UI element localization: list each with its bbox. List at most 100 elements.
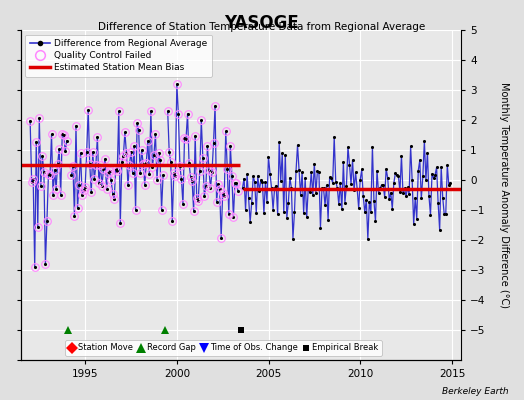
Point: [281, 152, 289, 158]
Point: [307, 169, 315, 175]
Point: [440, 211, 449, 218]
Point: [118, 159, 126, 166]
Point: [431, 172, 439, 178]
Point: [50, 166, 59, 173]
Point: [96, 162, 105, 168]
Point: [46, 172, 54, 178]
Point: [144, 138, 152, 144]
Point: [195, 168, 204, 174]
Point: [384, 175, 392, 181]
Point: [35, 115, 43, 121]
Point: [269, 206, 277, 213]
Point: [93, 134, 102, 140]
Point: [142, 160, 150, 166]
Point: [313, 168, 322, 175]
Point: [69, 163, 77, 170]
Point: [380, 194, 389, 200]
Point: [174, 111, 182, 117]
Point: [147, 108, 155, 114]
Point: [397, 153, 406, 159]
Point: [153, 177, 161, 184]
Point: [80, 187, 88, 194]
Point: [208, 169, 216, 175]
Point: [125, 162, 134, 168]
Point: [182, 135, 190, 142]
Point: [150, 151, 158, 158]
Point: [219, 190, 227, 196]
Point: [434, 200, 442, 206]
Point: [339, 159, 347, 166]
Point: [40, 168, 48, 175]
Point: [89, 149, 97, 155]
Point: [92, 162, 100, 169]
Point: [403, 184, 412, 190]
Point: [67, 172, 75, 178]
Point: [81, 184, 90, 190]
Point: [148, 164, 157, 170]
Point: [280, 209, 288, 216]
Text: YASOGE: YASOGE: [225, 14, 299, 32]
Point: [85, 161, 94, 167]
Point: [337, 206, 346, 212]
Point: [136, 170, 144, 176]
Point: [223, 166, 232, 172]
Point: [368, 143, 377, 150]
Point: [199, 155, 207, 161]
Point: [392, 172, 401, 178]
Point: [82, 148, 91, 155]
Point: [246, 219, 254, 226]
Point: [37, 182, 45, 189]
Point: [151, 131, 160, 138]
Point: [305, 188, 314, 195]
Point: [197, 117, 205, 124]
Point: [154, 150, 162, 156]
Point: [132, 207, 140, 213]
Point: [336, 180, 344, 186]
Point: [49, 192, 57, 198]
Point: [84, 107, 92, 113]
Point: [57, 192, 65, 198]
Point: [254, 173, 262, 179]
Text: Difference of Station Temperature Data from Regional Average: Difference of Station Temperature Data f…: [99, 22, 425, 32]
Point: [411, 195, 419, 201]
Text: Berkeley Earth: Berkeley Earth: [442, 387, 508, 396]
Point: [255, 188, 264, 194]
Point: [325, 174, 334, 180]
Point: [133, 120, 141, 127]
Point: [116, 220, 125, 227]
Point: [107, 177, 115, 184]
Point: [301, 175, 309, 182]
Point: [105, 168, 114, 174]
Point: [435, 227, 444, 234]
Point: [112, 166, 120, 172]
Point: [422, 177, 430, 184]
Point: [432, 164, 441, 171]
Point: [260, 210, 268, 216]
Point: [370, 198, 378, 204]
Point: [289, 235, 297, 242]
Point: [420, 138, 429, 144]
Point: [72, 122, 80, 129]
Point: [215, 186, 224, 192]
Point: [412, 216, 421, 222]
Point: [30, 264, 39, 270]
Y-axis label: Monthly Temperature Anomaly Difference (°C): Monthly Temperature Anomaly Difference (…: [499, 82, 509, 308]
Point: [202, 183, 210, 190]
Point: [113, 168, 122, 175]
Point: [101, 156, 109, 162]
Point: [145, 171, 154, 177]
Point: [122, 150, 130, 156]
Point: [75, 182, 83, 188]
Point: [417, 195, 425, 202]
Point: [385, 196, 394, 203]
Point: [159, 172, 167, 178]
Point: [135, 126, 143, 133]
Point: [156, 157, 164, 163]
Point: [321, 202, 329, 208]
Point: [348, 157, 357, 163]
Point: [247, 200, 256, 206]
Point: [45, 170, 53, 177]
Point: [278, 150, 287, 157]
Point: [95, 180, 103, 186]
Point: [409, 221, 418, 228]
